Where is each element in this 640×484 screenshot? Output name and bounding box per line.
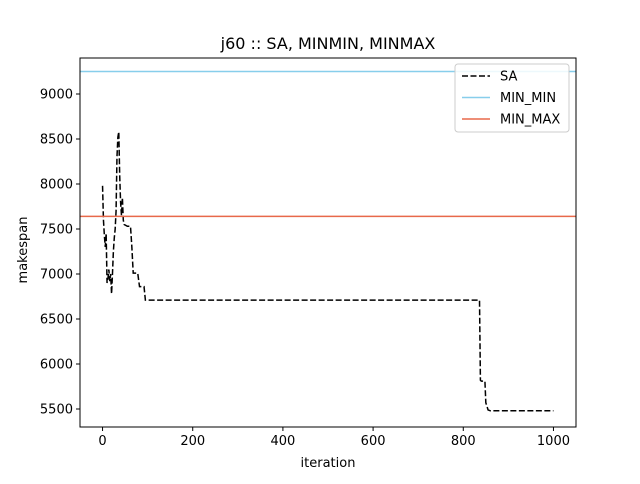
series-line-sa [101,131,554,412]
x-tick-label: 1000 [537,434,570,449]
x-tick-label: 800 [451,434,476,449]
y-tick-label: 6000 [40,358,73,373]
legend-label-min-max: MIN_MAX [500,113,560,128]
y-axis-label: makespan [16,217,31,284]
x-axis-label: iteration [301,456,356,471]
y-tick-label: 6500 [40,313,73,328]
y-tick-label: 7000 [40,268,73,283]
x-tick-label: 0 [98,434,106,449]
y-tick-label: 8000 [40,178,73,193]
y-tick-label: 5500 [40,403,73,418]
legend-label-min-min: MIN_MIN [500,91,556,106]
chart-title: j60 :: SA, MINMIN, MINMAX [220,34,436,53]
plot-frame [79,57,577,428]
x-tick-label: 200 [180,434,205,449]
x-tick-label: 400 [270,434,295,449]
axes: 0 200 400 600 800 1000 5500 6000 6500 7000 7500 800… [40,57,577,449]
x-tick-label: 600 [361,434,386,449]
y-tick-label: 9000 [40,88,73,103]
y-tick-label: 7500 [40,223,73,238]
y-tick-label: 8500 [40,133,73,148]
legend: SA MIN_MIN MIN_MAX [454,63,570,133]
legend-box [454,63,570,133]
legend-label-sa: SA [500,70,517,85]
